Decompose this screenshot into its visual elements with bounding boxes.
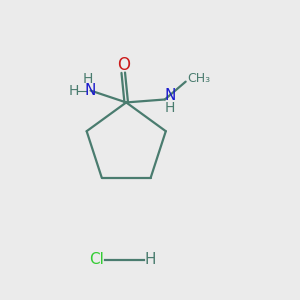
Text: H: H bbox=[144, 253, 156, 268]
Text: N: N bbox=[164, 88, 176, 103]
Text: H: H bbox=[82, 72, 93, 86]
Text: N: N bbox=[85, 83, 96, 98]
Text: CH₃: CH₃ bbox=[187, 72, 210, 85]
Text: O: O bbox=[117, 56, 130, 74]
Text: Cl: Cl bbox=[89, 253, 104, 268]
Text: H: H bbox=[69, 84, 80, 98]
Text: H: H bbox=[165, 101, 175, 116]
